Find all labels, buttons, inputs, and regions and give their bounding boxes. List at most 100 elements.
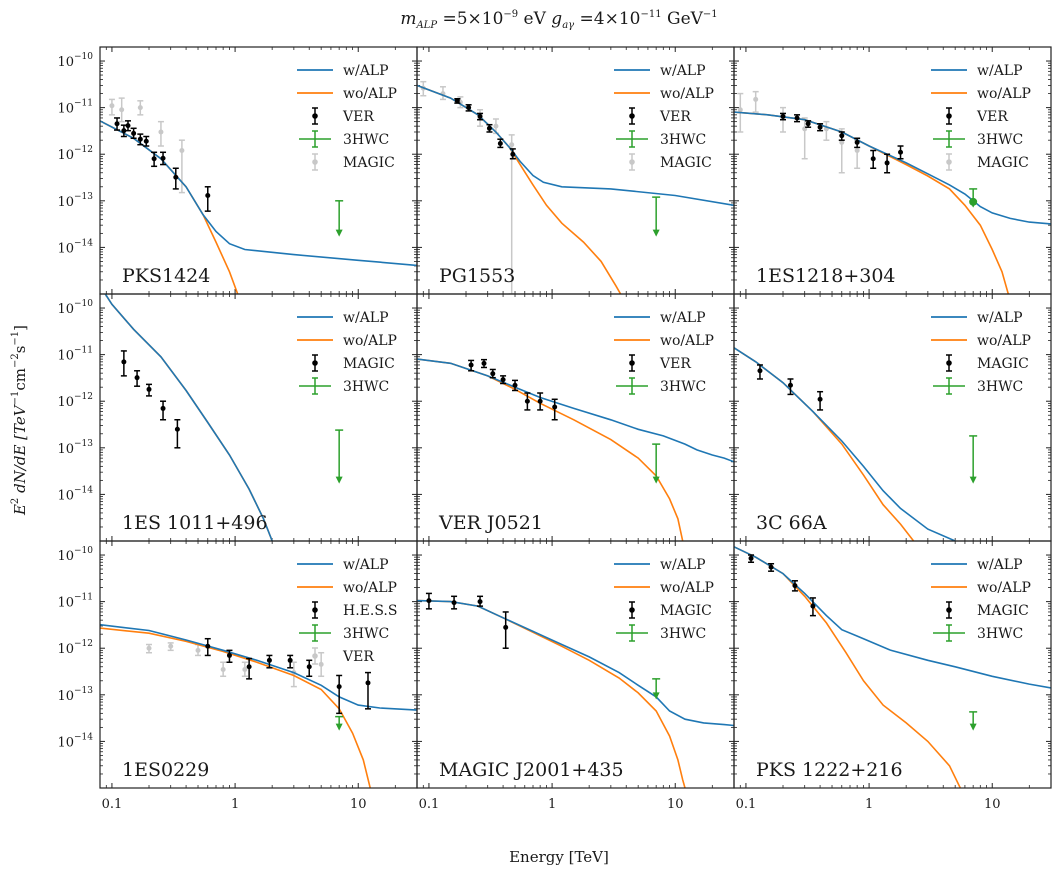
panel-ticks: 10−14 10−13 10−12 10−11 10−10 0.1 1 10: [57, 541, 417, 812]
data-point: [552, 404, 558, 410]
data-point: [174, 426, 180, 432]
data-point: [426, 598, 432, 604]
data-point: [246, 664, 252, 670]
source-label: MAGIC J2001+435: [439, 759, 624, 781]
data-point: [810, 603, 816, 609]
data-point: [477, 599, 483, 605]
other-point: [220, 666, 226, 672]
data-point: [137, 136, 143, 142]
panel-frame: [416, 293, 735, 542]
source-label: VER J0521: [438, 512, 543, 534]
y-tick-label: 10−12: [57, 392, 93, 410]
legend-swatch-point: [629, 360, 635, 366]
source-label: 1ES1218+304: [756, 265, 896, 287]
legend-label: wo/ALP: [343, 580, 397, 596]
legend-label: 3HWC: [660, 132, 706, 148]
legend: w/ALP wo/ALP VER 3HWC: [614, 310, 714, 395]
hawc-limit-arrow: [335, 476, 343, 484]
panel-frame: [416, 540, 735, 789]
data-point: [121, 128, 127, 134]
data-point: [134, 375, 140, 381]
hawc-limit-arrow: [969, 723, 977, 731]
legend-label: wo/ALP: [977, 580, 1031, 596]
other-point: [109, 103, 115, 109]
source-label: 1ES0229: [122, 759, 209, 781]
legend-label: H.E.S.S: [343, 603, 397, 619]
other-point: [854, 148, 860, 154]
legend: w/ALP wo/ALP MAGIC 3HWC: [614, 557, 714, 642]
data-point: [160, 155, 166, 161]
other-point: [509, 142, 515, 148]
source-label: 1ES 1011+496: [122, 512, 268, 534]
y-tick-label: 10−12: [57, 145, 93, 163]
x-tick-label: 10: [984, 797, 1001, 812]
legend-label: wo/ALP: [343, 86, 397, 102]
data-point: [226, 652, 232, 658]
panel-plot-area: [417, 592, 734, 788]
legend-label: wo/ALP: [343, 333, 397, 349]
legend: w/ALP wo/ALP VER 3HWC MAGIC: [297, 63, 397, 171]
panel-plot-area: [100, 623, 417, 788]
data-point: [500, 377, 506, 383]
panel-9: 0.1 1 10 w/ALP wo/ALP MAGIC 3HWC PKS 1222+216: [733, 540, 1052, 812]
panel-plot-area: [104, 294, 344, 541]
legend-label: 3HWC: [977, 379, 1023, 395]
legend-label: wo/ALP: [977, 86, 1031, 102]
data-point: [537, 398, 543, 404]
panel-frame: [99, 293, 418, 542]
data-point: [468, 362, 474, 368]
panel-2: w/ALP wo/ALP VER 3HWC MAGIC PG1553: [416, 46, 735, 295]
data-point: [787, 382, 793, 388]
data-point: [503, 624, 509, 630]
data-point: [768, 564, 774, 570]
data-point: [481, 360, 487, 366]
hawc-limit-arrow: [652, 692, 660, 700]
data-point: [497, 140, 503, 146]
legend-label: w/ALP: [343, 557, 389, 573]
data-point: [146, 386, 152, 392]
data-point: [151, 156, 157, 162]
data-point: [884, 160, 890, 166]
source-label: PKS1424: [122, 265, 210, 287]
other-point: [158, 129, 164, 135]
data-point: [817, 396, 823, 402]
panel-ticks: [734, 294, 1051, 541]
other-point: [195, 647, 201, 653]
y-tick-label: 10−13: [57, 686, 93, 704]
hawc-limit-arrow: [969, 476, 977, 484]
legend-label: w/ALP: [343, 310, 389, 326]
legend-label: 3HWC: [977, 626, 1023, 642]
w-alp-curve: [417, 84, 734, 207]
w-alp-curve: [417, 358, 734, 463]
legend-label: VER: [976, 109, 1008, 125]
hawc-point: [969, 197, 978, 206]
legend-label: 3HWC: [343, 379, 389, 395]
panel-ticks: [417, 294, 734, 541]
data-point: [143, 138, 149, 144]
panel-7: 10−14 10−13 10−12 10−11 10−10 0.1 1 10 w/ALP wo/A…: [57, 540, 418, 812]
w-alp-curve: [104, 294, 273, 541]
legend-label: w/ALP: [660, 63, 706, 79]
legend: w/ALP wo/ALP MAGIC 3HWC: [931, 310, 1031, 395]
legend-label: wo/ALP: [977, 333, 1031, 349]
legend: w/ALP wo/ALP MAGIC 3HWC: [297, 310, 397, 395]
legend: w/ALP wo/ALP H.E.S.S 3HWC VER: [297, 557, 397, 665]
x-tick-label: 0.1: [419, 797, 440, 812]
data-point: [287, 657, 293, 663]
other-point: [242, 666, 248, 672]
data-point: [454, 98, 460, 104]
w-alp-curve: [734, 347, 956, 541]
legend-label: wo/ALP: [660, 580, 714, 596]
panel-1: 10−14 10−13 10−12 10−11 10−10 w/ALP wo/ALP VER 3…: [57, 46, 418, 295]
legend-swatch-point: [946, 607, 952, 613]
panel-plot-area: [734, 546, 1051, 788]
data-point: [160, 405, 166, 411]
panel-plot-area: [417, 358, 734, 541]
source-label: PG1553: [439, 265, 515, 287]
data-point: [748, 555, 754, 561]
y-tick-label: 10−14: [57, 732, 93, 750]
legend-label: MAGIC: [977, 356, 1029, 372]
data-point: [486, 125, 492, 131]
data-point: [490, 371, 496, 377]
data-point: [854, 139, 860, 145]
